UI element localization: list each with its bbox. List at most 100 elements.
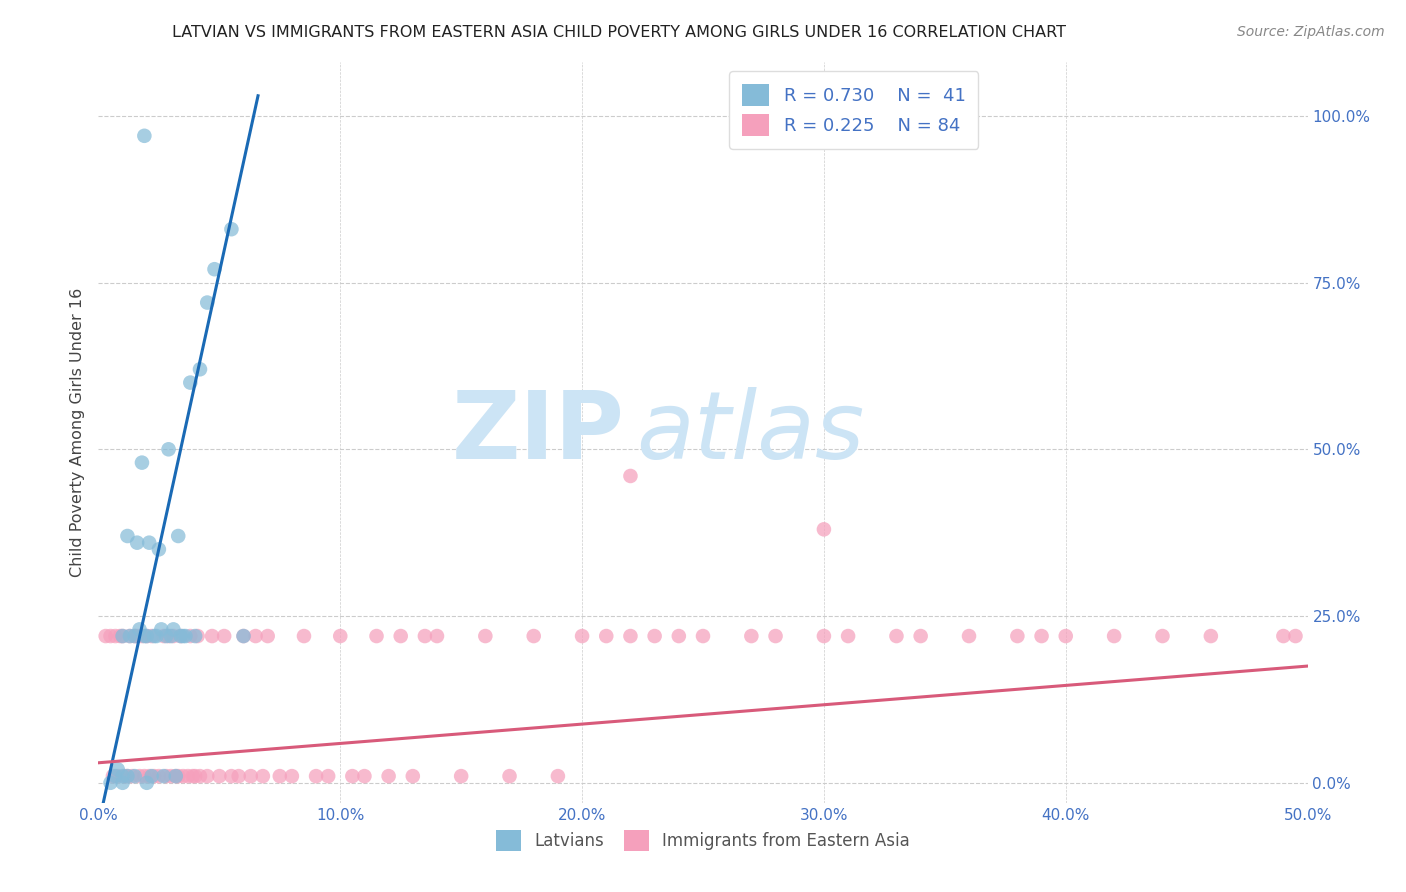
Point bbox=[111, 629, 134, 643]
Legend: Latvians, Immigrants from Eastern Asia: Latvians, Immigrants from Eastern Asia bbox=[489, 823, 917, 857]
Point bbox=[181, 769, 204, 783]
Point bbox=[523, 629, 546, 643]
Point bbox=[377, 769, 399, 783]
Point bbox=[366, 629, 388, 643]
Point bbox=[232, 629, 254, 643]
Point bbox=[172, 629, 194, 643]
Point bbox=[134, 769, 156, 783]
Point bbox=[232, 629, 254, 643]
Point bbox=[692, 629, 714, 643]
Text: atlas: atlas bbox=[637, 387, 865, 478]
Point bbox=[292, 629, 315, 643]
Point bbox=[167, 769, 190, 783]
Point bbox=[155, 769, 177, 783]
Point bbox=[188, 769, 211, 783]
Point bbox=[184, 629, 207, 643]
Point bbox=[131, 629, 153, 643]
Point bbox=[134, 629, 156, 643]
Point bbox=[228, 769, 250, 783]
Point bbox=[117, 769, 139, 783]
Point bbox=[426, 629, 449, 643]
Point bbox=[813, 629, 835, 643]
Point bbox=[389, 629, 412, 643]
Point bbox=[1102, 629, 1125, 643]
Point bbox=[152, 769, 174, 783]
Point bbox=[886, 629, 908, 643]
Point bbox=[118, 629, 141, 643]
Point bbox=[571, 629, 593, 643]
Point bbox=[162, 623, 184, 637]
Point bbox=[157, 629, 180, 643]
Point bbox=[127, 535, 149, 549]
Point bbox=[221, 769, 243, 783]
Point bbox=[141, 769, 163, 783]
Point bbox=[104, 769, 127, 783]
Point bbox=[135, 629, 157, 643]
Point bbox=[167, 529, 190, 543]
Point bbox=[143, 769, 166, 783]
Point bbox=[1007, 629, 1029, 643]
Point bbox=[212, 629, 235, 643]
Point bbox=[108, 629, 131, 643]
Point bbox=[141, 629, 163, 643]
Point bbox=[160, 629, 183, 643]
Point bbox=[957, 629, 980, 643]
Point bbox=[195, 295, 218, 310]
Point bbox=[187, 629, 209, 643]
Point bbox=[155, 629, 177, 643]
Point bbox=[269, 769, 291, 783]
Point bbox=[474, 629, 496, 643]
Point bbox=[256, 629, 278, 643]
Point bbox=[107, 763, 129, 777]
Point bbox=[104, 629, 127, 643]
Point bbox=[174, 629, 197, 643]
Point bbox=[413, 629, 436, 643]
Point bbox=[245, 629, 267, 643]
Point bbox=[305, 769, 328, 783]
Point bbox=[107, 769, 129, 783]
Point bbox=[1284, 629, 1306, 643]
Point bbox=[188, 362, 211, 376]
Point bbox=[668, 629, 690, 643]
Point bbox=[138, 769, 160, 783]
Point bbox=[353, 769, 375, 783]
Point bbox=[195, 769, 218, 783]
Point bbox=[100, 776, 122, 790]
Point bbox=[148, 769, 170, 783]
Point bbox=[179, 629, 201, 643]
Point bbox=[765, 629, 787, 643]
Point bbox=[157, 442, 180, 457]
Point bbox=[342, 769, 364, 783]
Point bbox=[160, 769, 183, 783]
Point bbox=[152, 629, 174, 643]
Point bbox=[165, 769, 187, 783]
Point bbox=[101, 769, 124, 783]
Point bbox=[316, 769, 339, 783]
Point bbox=[1031, 629, 1053, 643]
Point bbox=[450, 769, 472, 783]
Point bbox=[169, 629, 191, 643]
Point bbox=[644, 629, 666, 643]
Point bbox=[1152, 629, 1174, 643]
Point bbox=[165, 769, 187, 783]
Point bbox=[148, 542, 170, 557]
Point bbox=[114, 769, 136, 783]
Point bbox=[837, 629, 859, 643]
Point bbox=[208, 769, 231, 783]
Point bbox=[128, 623, 150, 637]
Text: LATVIAN VS IMMIGRANTS FROM EASTERN ASIA CHILD POVERTY AMONG GIRLS UNDER 16 CORRE: LATVIAN VS IMMIGRANTS FROM EASTERN ASIA … bbox=[172, 25, 1066, 40]
Point bbox=[118, 629, 141, 643]
Point bbox=[252, 769, 274, 783]
Point bbox=[184, 769, 207, 783]
Point bbox=[162, 629, 184, 643]
Point bbox=[121, 769, 143, 783]
Point bbox=[111, 776, 134, 790]
Point bbox=[595, 629, 617, 643]
Point bbox=[619, 469, 641, 483]
Point bbox=[131, 456, 153, 470]
Point bbox=[135, 629, 157, 643]
Point bbox=[619, 629, 641, 643]
Point bbox=[169, 629, 191, 643]
Point bbox=[150, 623, 173, 637]
Point bbox=[204, 262, 226, 277]
